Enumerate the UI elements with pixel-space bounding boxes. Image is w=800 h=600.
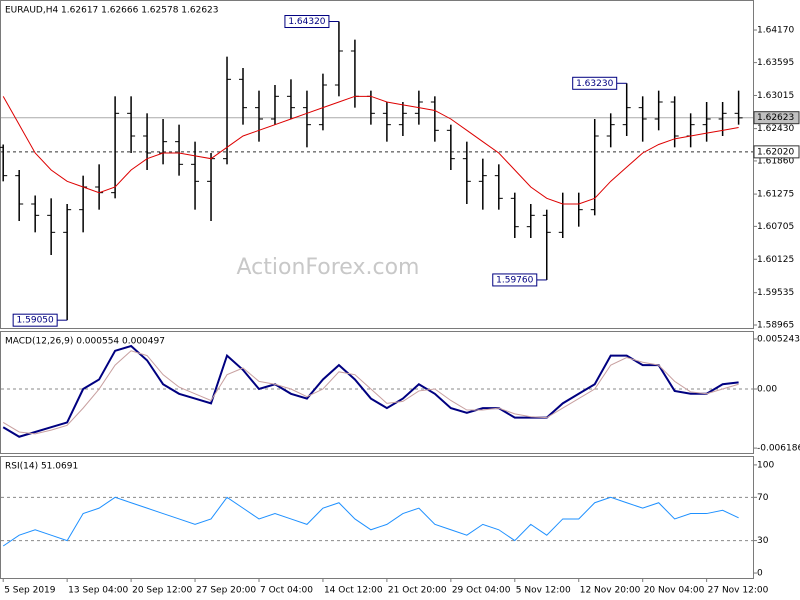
x-tick-label: 20 Sep 12:00 [132,586,192,596]
x-tick-label: 29 Oct 04:00 [452,586,511,596]
y-tick-label: -0.006186 [757,444,800,454]
annotation-box [284,15,330,29]
watermark: ActionForex.com [237,255,420,280]
x-tick-label: 27 Nov 12:00 [708,586,769,596]
annotation-box [492,273,538,287]
y-tick-label: 0.005243 [757,334,800,344]
annotation-box [12,313,58,327]
x-tick-label: 27 Sep 20:00 [196,586,256,596]
y-tick-label: 1.63595 [757,58,794,68]
indicator-line [2,344,739,438]
annotation-label: 1.59050 [17,316,54,326]
y-tick-label: 0.00 [757,385,777,395]
annotation-box [572,76,618,90]
y-tick-label: 1.63015 [757,91,794,101]
indicator-line [2,496,739,547]
x-tick-label: 7 Oct 04:00 [260,586,313,596]
panel-title: RSI(14) 51.0691 [5,462,78,472]
level-label-box [753,111,800,125]
panel-title: EURAUD,H4 1.62617 1.62666 1.62578 1.6262… [5,6,219,16]
rsi-panel [0,456,754,579]
annotation-label: 1.64320 [288,17,325,27]
moving-average [2,95,739,205]
y-tick-label: 0 [757,569,763,579]
x-tick-label: 14 Oct 12:00 [324,586,383,596]
annotation-label: 1.59760 [496,275,533,285]
macd-panel [0,331,754,454]
y-tick-label: 1.60125 [757,255,794,265]
y-tick-label: 1.58965 [757,320,794,330]
x-tick-label: 5 Nov 12:00 [516,586,571,596]
y-tick-label: 100 [757,460,774,470]
y-tick-label: 1.60705 [757,222,794,232]
x-tick-label: 5 Sep 2019 [4,586,56,596]
y-tick-label: 30 [757,536,769,546]
annotation-label: 1.63230 [576,79,613,89]
level-label-box [753,145,800,159]
y-tick-label: 1.64170 [757,26,794,36]
x-tick-label: 20 Nov 04:00 [644,586,705,596]
indicator-line [2,350,739,435]
price-panel [0,0,754,329]
y-tick-label: 1.59535 [757,288,794,298]
y-tick-label: 1.62430 [757,124,794,134]
y-tick-label: 70 [757,493,769,503]
x-tick-label: 21 Oct 20:00 [388,586,447,596]
level-label: 1.62020 [757,147,794,157]
x-tick-label: 13 Sep 04:00 [68,586,128,596]
panel-title: MACD(12,26,9) 0.000554 0.000497 [5,337,165,347]
y-tick-label: 1.61275 [757,190,794,200]
x-tick-label: 12 Nov 20:00 [580,586,641,596]
y-tick-label: 1.61860 [757,156,794,166]
level-label: 1.62623 [757,113,794,123]
